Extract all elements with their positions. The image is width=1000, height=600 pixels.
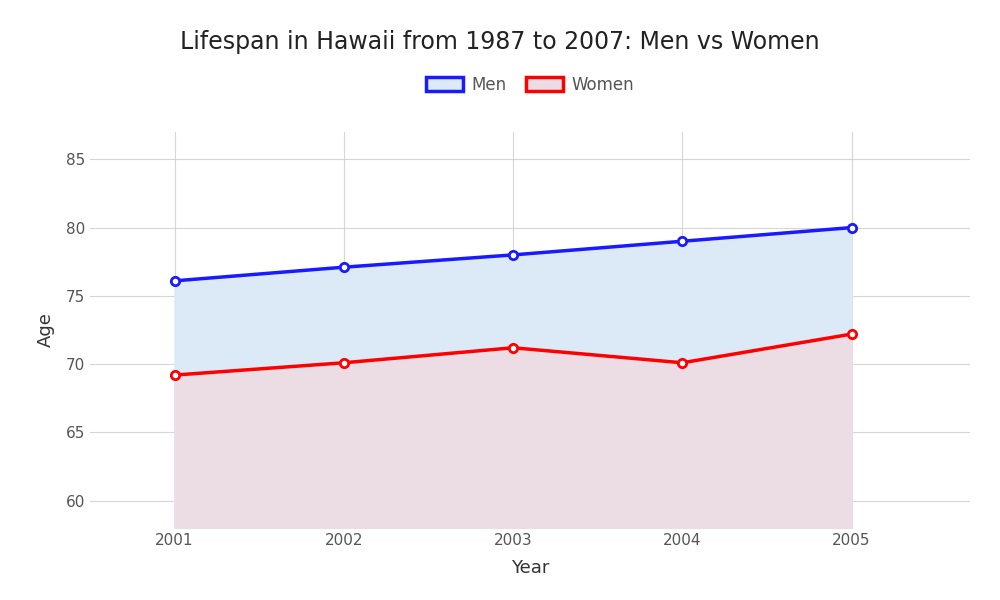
- Y-axis label: Age: Age: [37, 313, 55, 347]
- X-axis label: Year: Year: [511, 559, 549, 577]
- Text: Lifespan in Hawaii from 1987 to 2007: Men vs Women: Lifespan in Hawaii from 1987 to 2007: Me…: [180, 30, 820, 54]
- Legend: Men, Women: Men, Women: [419, 69, 641, 100]
